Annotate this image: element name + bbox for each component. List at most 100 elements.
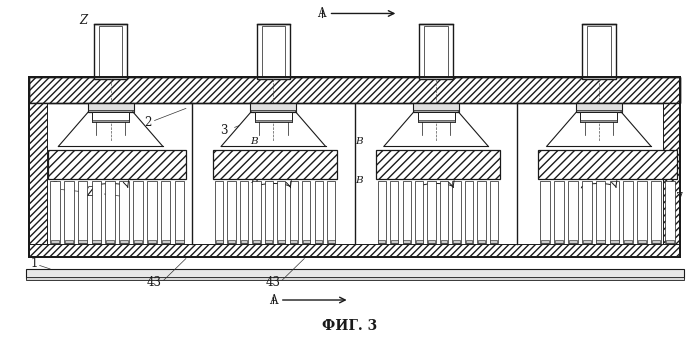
Bar (92, 240, 101, 243)
Bar (652, 240, 660, 243)
Bar (26, 269, 684, 278)
Bar (327, 181, 336, 243)
Bar (250, 103, 296, 112)
Bar (266, 240, 273, 243)
Bar (391, 240, 398, 243)
Bar (99, 25, 122, 77)
Text: B: B (250, 176, 258, 185)
Bar (94, 24, 127, 79)
Bar (175, 240, 184, 243)
Bar (303, 240, 310, 243)
Bar (134, 240, 142, 243)
Bar (651, 181, 661, 243)
Polygon shape (384, 112, 489, 147)
Bar (665, 181, 675, 243)
Bar (65, 240, 73, 243)
Bar (147, 181, 157, 243)
Bar (252, 181, 261, 243)
Bar (120, 240, 129, 243)
Bar (253, 240, 260, 243)
Bar (257, 24, 290, 79)
Bar (29, 77, 680, 257)
Bar (240, 240, 247, 243)
Bar (663, 103, 680, 244)
Bar (624, 181, 633, 243)
Bar (29, 77, 680, 257)
Bar (478, 240, 485, 243)
Bar (289, 181, 298, 243)
Bar (92, 181, 101, 243)
Bar (92, 112, 129, 121)
Bar (161, 240, 170, 243)
Bar (50, 181, 60, 243)
Bar (403, 181, 411, 243)
Bar (26, 277, 684, 280)
Bar (555, 240, 563, 243)
Polygon shape (59, 112, 163, 147)
Bar (215, 181, 223, 243)
Bar (419, 24, 453, 79)
Bar (213, 150, 338, 179)
Bar (582, 24, 616, 79)
Bar (568, 181, 578, 243)
Text: B: B (250, 137, 258, 146)
Bar (466, 240, 473, 243)
Bar (240, 181, 248, 243)
Bar (51, 240, 59, 243)
Bar (92, 120, 129, 121)
Bar (255, 112, 291, 121)
Bar (453, 240, 460, 243)
Text: B: B (354, 137, 362, 146)
Bar (665, 240, 674, 243)
Bar (106, 240, 115, 243)
Bar (477, 181, 486, 243)
Bar (390, 181, 398, 243)
Bar (216, 240, 222, 243)
Bar (29, 77, 680, 103)
Bar (583, 240, 591, 243)
Bar (375, 150, 500, 179)
Text: 1: 1 (31, 257, 38, 270)
Bar (440, 240, 447, 243)
Bar (87, 103, 134, 112)
Bar (424, 25, 448, 77)
Bar (265, 181, 273, 243)
Polygon shape (221, 112, 326, 147)
Bar (554, 181, 564, 243)
Bar (302, 181, 310, 243)
Bar (78, 181, 87, 243)
Bar (278, 181, 285, 243)
Bar (228, 240, 235, 243)
Text: ФИГ. 3: ФИГ. 3 (322, 319, 377, 333)
Bar (440, 181, 448, 243)
Bar (255, 120, 291, 121)
Bar (87, 110, 134, 112)
Bar (417, 120, 454, 121)
Bar (610, 240, 619, 243)
Bar (587, 25, 611, 77)
Text: 2: 2 (144, 116, 151, 129)
Text: A: A (317, 7, 326, 20)
Bar (403, 240, 410, 243)
Text: 43: 43 (266, 276, 280, 289)
Bar (582, 181, 591, 243)
Bar (378, 240, 385, 243)
Polygon shape (547, 112, 651, 147)
Text: A: A (268, 293, 278, 307)
Bar (261, 25, 285, 77)
Bar (596, 181, 605, 243)
Text: Z': Z' (86, 186, 98, 199)
Bar (48, 150, 187, 179)
Bar (541, 240, 549, 243)
Bar (580, 120, 617, 121)
Bar (147, 240, 156, 243)
Bar (569, 240, 577, 243)
Bar (78, 240, 87, 243)
Bar (175, 181, 185, 243)
Bar (290, 240, 297, 243)
Text: 43: 43 (147, 276, 162, 289)
Bar (490, 181, 498, 243)
Bar (315, 181, 323, 243)
Bar (133, 181, 143, 243)
Bar (580, 112, 617, 121)
